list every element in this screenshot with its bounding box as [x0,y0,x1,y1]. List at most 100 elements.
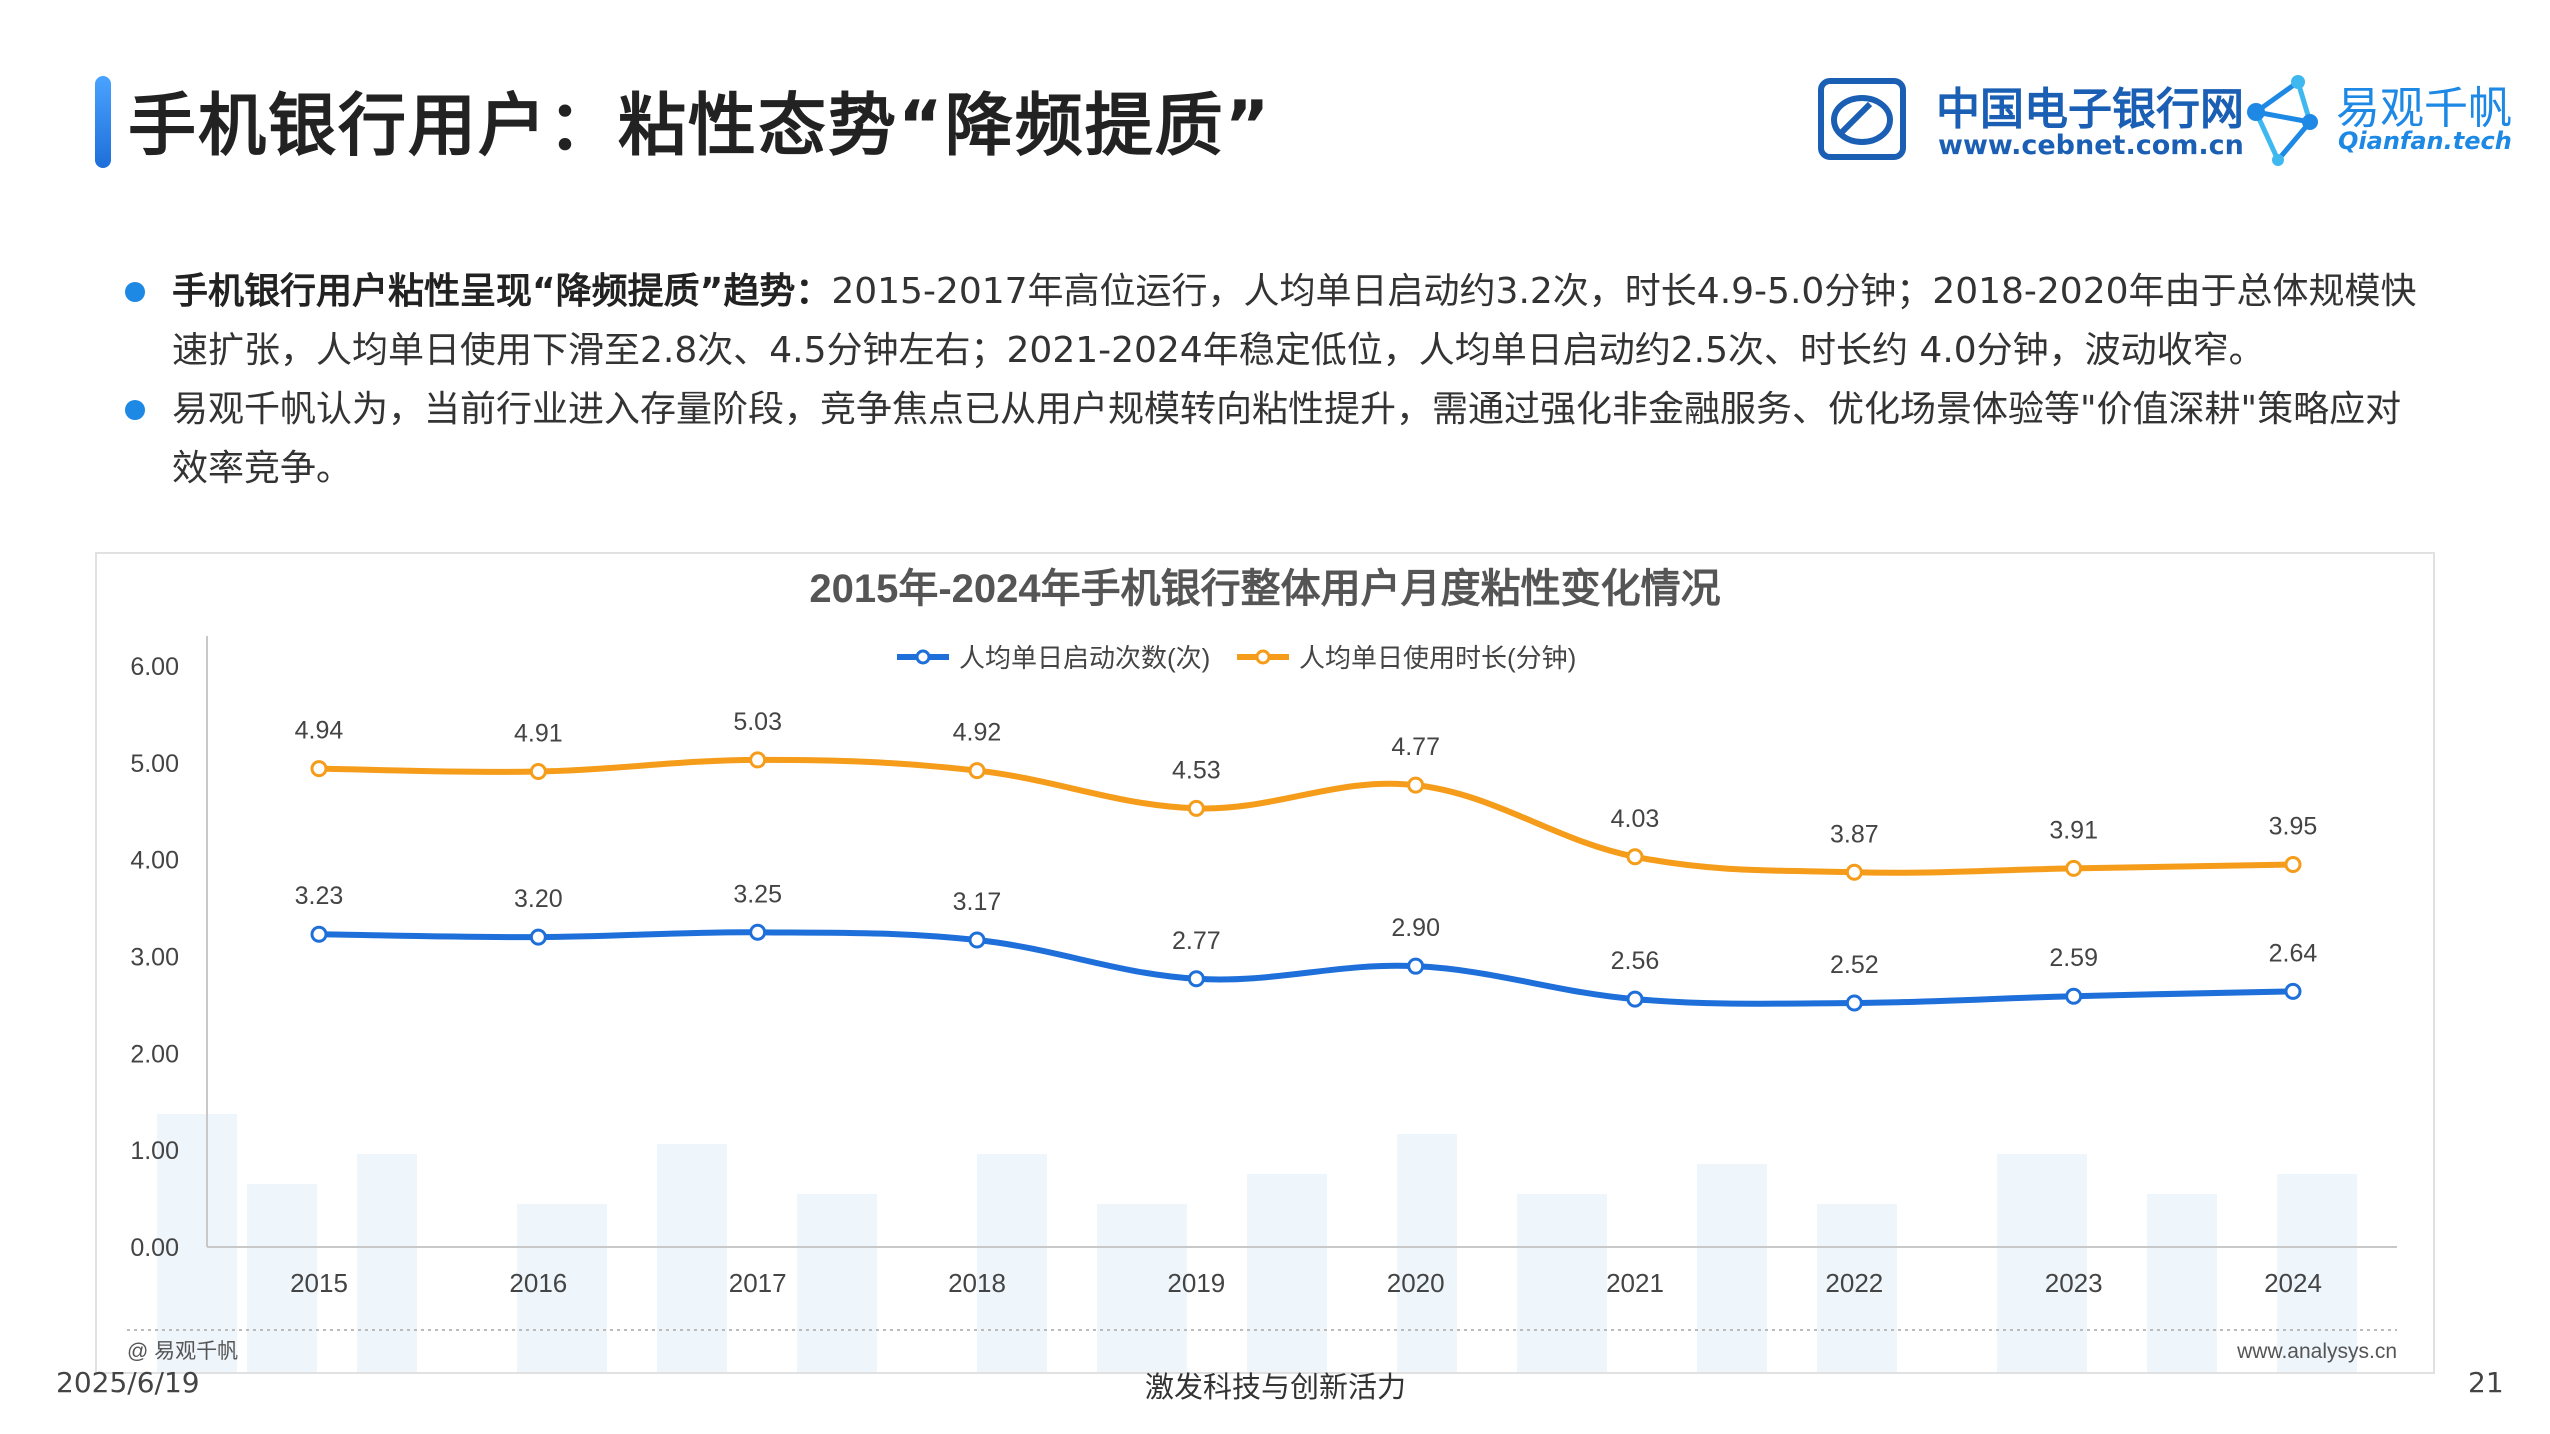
legend-marker [915,649,931,665]
legend-label: 人均单日使用时长(分钟) [1299,643,1576,673]
x-tick-label: 2018 [948,1268,1006,1298]
bullet-text: 易观千帆认为，当前行业进入存量阶段，竞争焦点已从用户规模转向粘性提升，需通过强化… [172,389,2402,489]
summary-bullets: 手机银行用户粘性呈现“降频提质”趋势：2015-2017年高位运行，人均单日启动… [125,262,2425,498]
background-building [517,1204,607,1372]
source-left: @ 易观千帆 [127,1340,238,1363]
background-building [1697,1164,1767,1372]
x-tick-label: 2022 [1825,1268,1883,1298]
data-label: 4.92 [953,719,1002,747]
legend-label: 人均单日启动次数(次) [959,643,1210,673]
data-label: 3.17 [953,888,1002,916]
data-point [1407,776,1425,794]
data-point [529,763,547,781]
chart-panel: 2015年-2024年手机银行整体用户月度粘性变化情况人均单日启动次数(次) 人均… [95,552,2435,1374]
data-point [310,760,328,778]
data-point [1187,799,1205,817]
data-label: 4.03 [1611,805,1660,833]
background-building [2147,1194,2217,1372]
data-label: 5.03 [733,708,782,736]
background-building [1517,1194,1607,1372]
x-tick-label: 2016 [509,1268,567,1298]
y-tick-label: 1.00 [130,1137,179,1165]
data-point [749,923,767,941]
footer-date: 2025/6/19 [56,1366,200,1399]
data-point [2065,987,2083,1005]
cebnet-logo-icon [1818,78,1906,160]
background-building [357,1154,417,1372]
x-tick-label: 2015 [290,1268,348,1298]
x-tick-label: 2017 [729,1268,787,1298]
y-tick-label: 2.00 [130,1040,179,1068]
background-building [977,1154,1047,1372]
title-accent-bar [95,76,111,168]
footer-slogan: 激发科技与创新活力 [1145,1370,1407,1404]
y-tick-label: 0.00 [130,1234,179,1262]
qianfan-logo-name: 易观千帆 [2336,83,2512,134]
cebnet-logo-url: www.cebnet.com.cn [1938,130,2244,161]
bullet-item: 手机银行用户粘性呈现“降频提质”趋势：2015-2017年高位运行，人均单日启动… [125,262,2425,380]
data-point [1407,957,1425,975]
data-label: 3.25 [733,880,782,908]
data-label: 3.91 [2049,816,2098,844]
bullet-heading: 手机银行用户粘性呈现“降频提质”趋势： [172,271,832,312]
background-building [2277,1174,2357,1372]
background-building [1397,1134,1457,1372]
x-tick-label: 2020 [1387,1268,1445,1298]
data-label: 2.64 [2269,939,2318,967]
data-point [2065,859,2083,877]
y-tick-label: 3.00 [130,944,179,972]
data-point [2284,856,2302,874]
x-tick-label: 2021 [1606,1268,1664,1298]
data-label: 4.77 [1391,733,1440,761]
y-tick-label: 4.00 [130,847,179,875]
series-line-2 [316,756,2296,876]
data-label: 2.56 [1611,947,1660,975]
background-building [797,1194,877,1372]
data-point [749,751,767,769]
data-point [2284,982,2302,1000]
data-point [1187,970,1205,988]
qianfan-logo: 易观千帆 Qianfan.tech [2238,72,2538,172]
y-tick-label: 5.00 [130,750,179,778]
series-line-1 [316,929,2296,1007]
cebnet-logo: 中国电子银行网 www.cebnet.com.cn [1818,75,2268,170]
qianfan-logo-url: Qianfan.tech [2338,127,2512,155]
cebnet-logo-name: 中国电子银行网 [1936,84,2244,135]
chart-title: 2015年-2024年手机银行整体用户月度粘性变化情况 [809,567,1720,611]
data-label: 2.90 [1391,914,1440,942]
qianfan-logo-icon [2247,75,2318,166]
data-label: 2.59 [2049,944,2098,972]
data-point [968,931,986,949]
data-label: 2.77 [1172,927,1221,955]
data-label: 3.87 [1830,820,1879,848]
y-tick-label: 6.00 [130,653,179,681]
data-point [1845,863,1863,881]
background-building [1817,1204,1897,1372]
background-building [247,1184,317,1372]
page-number: 21 [2468,1366,2504,1399]
background-building [1247,1174,1327,1372]
data-label: 4.53 [1172,756,1221,784]
background-building [1097,1204,1187,1372]
background-building [657,1144,727,1372]
bullet-text: 2015-2017年高位运行，人均单日启动约3.2次，时长4.9-5.0分钟；2… [172,271,2417,371]
data-label: 3.20 [514,885,563,913]
x-tick-label: 2023 [2045,1268,2103,1298]
data-point [310,925,328,943]
data-label: 2.52 [1830,951,1879,979]
background-building [1997,1154,2087,1372]
legend-marker [1255,649,1271,665]
page-title: 手机银行用户：粘性态势“降频提质” [128,87,1272,166]
data-point [1626,990,1644,1008]
data-point [1845,994,1863,1012]
data-point [1626,848,1644,866]
x-tick-label: 2024 [2264,1268,2322,1298]
bullet-item: 易观千帆认为，当前行业进入存量阶段，竞争焦点已从用户规模转向粘性提升，需通过强化… [125,380,2425,498]
data-point [968,762,986,780]
x-tick-label: 2019 [1167,1268,1225,1298]
data-label: 3.95 [2269,813,2318,841]
data-point [529,928,547,946]
source-right: www.analysys.cn [2236,1340,2397,1363]
data-label: 4.94 [295,717,344,745]
